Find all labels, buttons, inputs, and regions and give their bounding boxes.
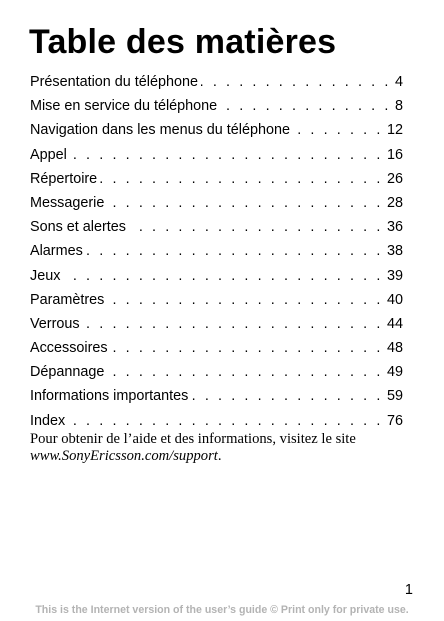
toc-entry-messagerie[interactable]: Messagerie 28: [30, 191, 403, 215]
toc-entry-navigation[interactable]: Navigation dans les menus du téléphone 1…: [30, 118, 403, 142]
dot-leader: [220, 94, 391, 118]
toc-entry-appel[interactable]: Appel 16: [30, 143, 403, 167]
dot-leader: [107, 288, 383, 312]
toc-entry-label: Index: [30, 412, 66, 429]
toc-entry-label: Présentation du téléphone: [30, 74, 199, 90]
toc-entry-label: Mise en service du téléphone: [30, 98, 218, 115]
footer-notice: This is the Internet version of the user…: [35, 604, 409, 616]
toc-entry-page: 12: [386, 122, 403, 139]
help-text: Pour obtenir de l’aide et des informatio…: [30, 431, 356, 447]
toc-entry-page: 44: [386, 315, 403, 332]
toc-entry-accessoires[interactable]: Accessoires 48: [30, 336, 403, 360]
toc-entry-informations-importantes[interactable]: Informations importantes 59: [30, 384, 403, 408]
toc-entry-alarmes[interactable]: Alarmes 38: [30, 239, 403, 263]
dot-leader: [86, 239, 383, 263]
toc-entry-page: 16: [386, 146, 403, 163]
toc-entry-label: Dépannage: [30, 364, 105, 381]
toc-entry-index[interactable]: Index 76: [30, 409, 403, 433]
dot-leader: [191, 384, 383, 408]
toc-entry-page: 28: [386, 194, 403, 211]
help-url-suffix: .: [217, 448, 222, 464]
toc-entry-page: 59: [386, 388, 403, 405]
toc-entry-page: 4: [394, 74, 403, 90]
dot-leader: [107, 191, 383, 215]
page-title: Table des matières: [29, 23, 337, 61]
toc-entry-page: 8: [394, 98, 403, 115]
toc-entry-label: Appel: [30, 146, 67, 163]
toc-entry-depannage[interactable]: Dépannage 49: [30, 360, 403, 384]
toc-entry-label: Sons et alertes: [30, 219, 126, 236]
dot-leader: [83, 312, 383, 336]
toc-entry-sons-et-alertes[interactable]: Sons et alertes 36: [30, 215, 403, 239]
support-link[interactable]: www.SonyEricsson.com/support: [30, 448, 218, 464]
toc-entry-mise-en-service[interactable]: Mise en service du téléphone 8: [30, 94, 403, 118]
toc-entry-label: Jeux: [30, 267, 61, 284]
dot-leader: [107, 360, 383, 384]
toc-entry-label: Répertoire: [30, 170, 98, 187]
toc-entry-verrous[interactable]: Verrous 44: [30, 312, 403, 336]
help-paragraph: Pour obtenir de l’aide et des informatio…: [30, 431, 410, 465]
dot-leader: [293, 118, 383, 142]
toc-entry-label: Verrous: [30, 315, 80, 332]
dot-leader: [70, 143, 383, 167]
toc-entry-label: Navigation dans les menus du téléphone: [30, 122, 291, 139]
toc-entry-jeux[interactable]: Jeux 39: [30, 264, 403, 288]
toc-entry-presentation[interactable]: Présentation du téléphone 4: [30, 70, 403, 94]
toc-entry-repertoire[interactable]: Répertoire 26: [30, 167, 403, 191]
dot-leader: [201, 70, 391, 94]
toc-entry-parametres[interactable]: Paramètres 40: [30, 288, 403, 312]
page-number: 1: [404, 582, 413, 598]
toc-entry-page: 26: [386, 170, 403, 187]
toc-entry-label: Accessoires: [30, 340, 108, 357]
toc-entry-page: 36: [386, 219, 403, 236]
table-of-contents: Présentation du téléphone 4 Mise en serv…: [30, 70, 403, 433]
toc-entry-page: 38: [386, 243, 403, 260]
dot-leader: [129, 215, 383, 239]
toc-entry-label: Informations importantes: [30, 388, 189, 405]
toc-entry-label: Alarmes: [30, 243, 83, 260]
dot-leader: [111, 336, 383, 360]
toc-entry-page: 39: [386, 267, 403, 284]
toc-entry-page: 48: [386, 340, 403, 357]
toc-entry-page: 40: [386, 291, 403, 308]
toc-entry-page: 76: [386, 412, 403, 429]
toc-entry-label: Paramètres: [30, 291, 105, 308]
dot-leader: [68, 409, 383, 433]
dot-leader: [100, 167, 383, 191]
toc-entry-page: 49: [386, 364, 403, 381]
toc-entry-label: Messagerie: [30, 194, 105, 211]
dot-leader: [63, 264, 383, 288]
